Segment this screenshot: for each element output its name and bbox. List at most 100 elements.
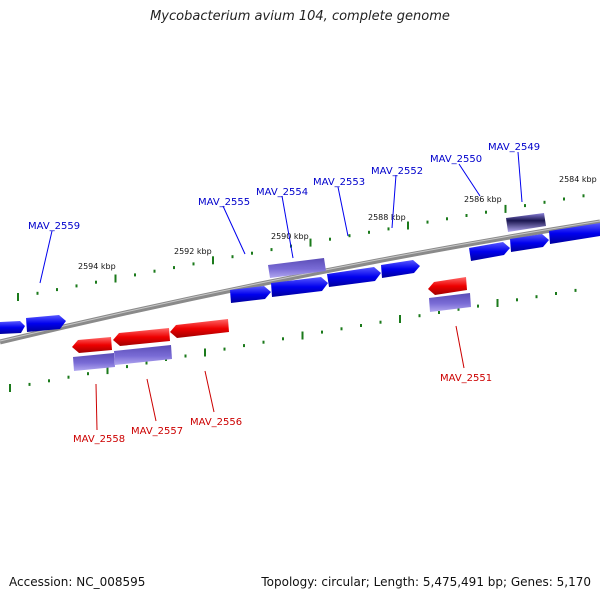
minor-tick [87, 372, 89, 376]
major-tick [301, 331, 304, 340]
label-leader [458, 163, 481, 197]
gene-arrow-forward[interactable] [510, 234, 549, 252]
minor-tick [485, 210, 487, 214]
upper-tick-row [17, 194, 585, 301]
minor-tick [223, 347, 226, 351]
major-tick [212, 256, 214, 265]
minor-tick [75, 284, 78, 288]
label-leader [222, 205, 246, 255]
gene-feature-reverse [429, 293, 471, 312]
map-title: Mycobacterium avium 104, complete genome [150, 9, 450, 24]
minor-tick [387, 227, 390, 231]
minor-tick [262, 340, 265, 344]
minor-tick [192, 262, 195, 266]
label-leader [517, 151, 523, 203]
gene-arrow-reverse[interactable] [113, 328, 170, 346]
genome-backbone-highlight [0, 220, 600, 342]
minor-tick [95, 280, 97, 284]
minor-tick [321, 330, 323, 334]
minor-tick [340, 327, 343, 331]
label-leader [455, 325, 465, 369]
label-leader [39, 230, 53, 284]
gene-arrow-forward[interactable] [26, 315, 66, 332]
minor-tick [379, 320, 382, 324]
accession-text: Accession: NC_008595 [9, 575, 146, 589]
major-tick [399, 315, 401, 323]
minor-tick [270, 248, 273, 252]
minor-tick [251, 251, 253, 255]
gene-label-mav-2551[interactable]: MAV_2551 [440, 373, 492, 384]
gene-arrow-reverse[interactable] [72, 337, 112, 353]
gene-feature-reverse [114, 345, 172, 365]
genome-backbone [0, 219, 600, 345]
kbp-label-2590: 2590 kbp [271, 232, 309, 241]
reverse-gene-labels: MAV_2558 MAV_2557 MAV_2556 MAV_2551 [73, 325, 492, 445]
minor-tick [243, 344, 245, 348]
minor-tick [67, 375, 70, 379]
gene-arrow-forward[interactable] [549, 223, 600, 244]
minor-tick [582, 194, 585, 198]
gene-label-mav-2549[interactable]: MAV_2549 [488, 142, 540, 153]
label-leader [281, 195, 294, 259]
minor-tick [329, 237, 331, 241]
gene-label-mav-2556[interactable]: MAV_2556 [190, 417, 242, 428]
minor-tick [543, 200, 546, 204]
minor-tick [426, 220, 429, 224]
kbp-label-2584: 2584 kbp [559, 175, 597, 184]
gene-label-mav-2557[interactable]: MAV_2557 [131, 426, 183, 437]
kbp-label-2586: 2586 kbp [464, 195, 502, 204]
gene-label-mav-2558[interactable]: MAV_2558 [73, 434, 125, 445]
minor-tick [574, 288, 577, 292]
gene-arrow-forward[interactable] [271, 277, 328, 297]
label-leader [337, 186, 349, 237]
gene-label-mav-2559[interactable]: MAV_2559 [28, 221, 80, 232]
minor-tick [368, 230, 370, 234]
label-leader [204, 370, 215, 413]
minor-tick [524, 204, 526, 208]
major-tick [114, 274, 117, 283]
kbp-label-2588: 2588 kbp [368, 213, 406, 222]
gene-label-mav-2555[interactable]: MAV_2555 [198, 197, 250, 208]
gene-arrow-forward[interactable] [327, 267, 381, 287]
major-tick [106, 366, 109, 375]
gene-feature-forward [506, 213, 546, 232]
minor-tick [446, 217, 448, 221]
minor-tick [360, 324, 362, 327]
minor-tick [48, 379, 50, 383]
gene-arrow-reverse[interactable] [428, 277, 467, 295]
minor-tick [457, 307, 460, 311]
minor-tick [348, 234, 351, 238]
forward-gene-labels: MAV_2559 MAV_2555 MAV_2554 MAV_2553 MAV_… [28, 142, 540, 284]
kbp-label-2592: 2592 kbp [174, 247, 212, 256]
gene-arrow-forward[interactable] [230, 286, 271, 303]
gene-label-mav-2554[interactable]: MAV_2554 [256, 187, 308, 198]
minor-tick [465, 214, 468, 217]
minor-tick [563, 197, 565, 201]
gene-label-mav-2552[interactable]: MAV_2552 [371, 166, 423, 177]
label-leader [95, 383, 98, 431]
gene-arrow-forward[interactable] [469, 242, 510, 261]
gene-feature-reverse [73, 353, 115, 371]
reverse-strand [72, 277, 471, 371]
label-leader [146, 378, 157, 422]
minor-tick [36, 291, 39, 295]
gene-arrow-forward[interactable] [0, 321, 25, 334]
gene-arrow-forward[interactable] [381, 260, 420, 278]
gene-label-mav-2553[interactable]: MAV_2553 [313, 177, 365, 188]
gene-feature-forward [268, 258, 326, 278]
minor-tick [145, 361, 148, 365]
topology-text: Topology: circular; Length: 5,475,491 bp… [261, 575, 591, 589]
minor-tick [555, 292, 557, 295]
minor-tick [535, 295, 538, 299]
gene-arrow-reverse[interactable] [170, 319, 229, 338]
minor-tick [418, 314, 421, 318]
minor-tick [516, 298, 518, 302]
forward-strand [0, 213, 600, 334]
minor-tick [173, 266, 175, 270]
minor-tick [56, 288, 58, 292]
minor-tick [153, 269, 156, 273]
gene-label-mav-2550[interactable]: MAV_2550 [430, 154, 482, 165]
minor-tick [477, 304, 479, 308]
kbp-label-2594: 2594 kbp [78, 262, 116, 271]
